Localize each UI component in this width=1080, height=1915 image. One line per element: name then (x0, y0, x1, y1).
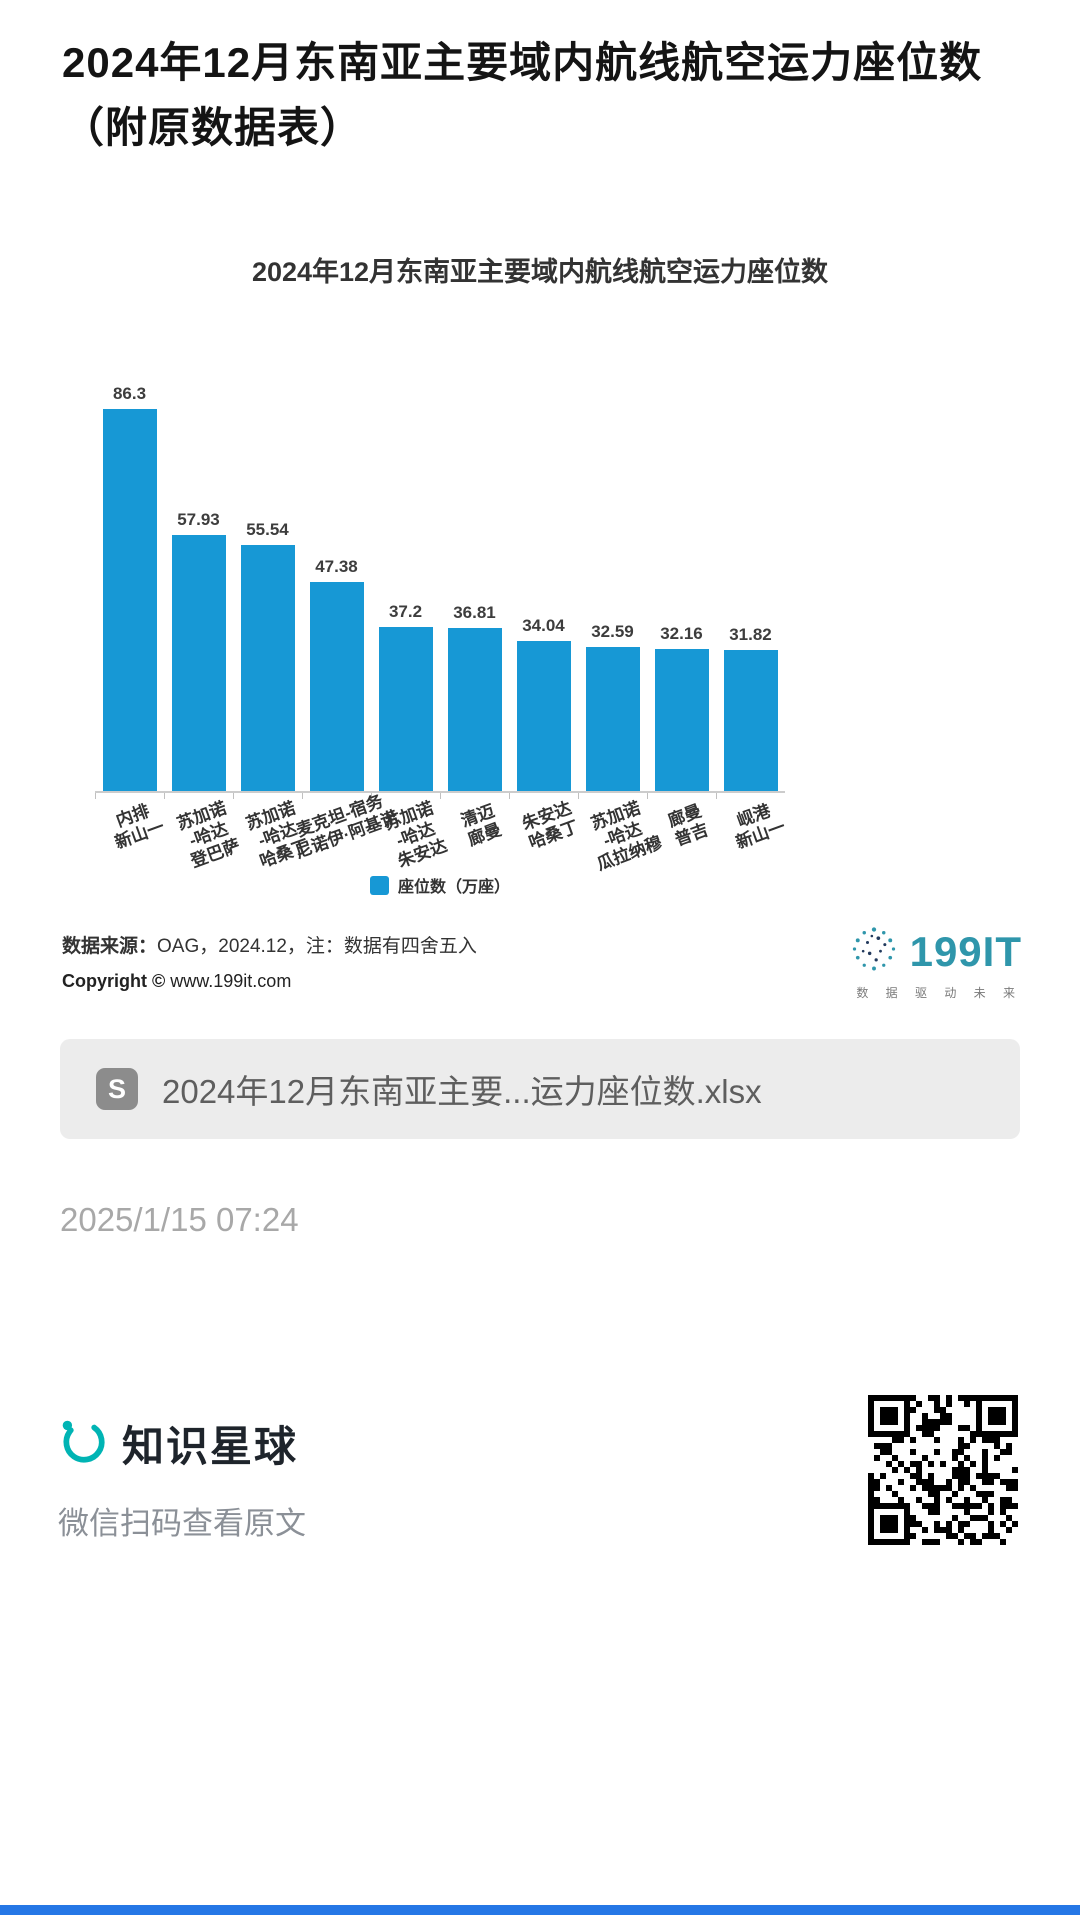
bar-group: 37.2 (371, 602, 440, 792)
bar (585, 647, 640, 792)
category-row: 内排 新山一 苏加诺 -哈达 登巴萨 苏加诺 -哈达 哈桑丁 麦克坦-宿务 尼诺伊·阿基诺 苏加诺 -… (95, 792, 787, 875)
bar-category-label: 苏加诺 -哈达 瓜拉纳穆 (588, 798, 665, 875)
copyright-label: Copyright © (62, 971, 166, 992)
bar-group: 55.54 (233, 520, 302, 792)
bar-category-label: 清迈 廊曼 (458, 801, 504, 850)
bar (447, 628, 502, 792)
scan-caption: 微信扫码查看原文 (58, 1506, 306, 1542)
bar (723, 650, 778, 792)
footer-brand-block: 知识星球 微信扫码查看原文 (58, 1413, 306, 1543)
attachment-card[interactable]: S 2024年12月东南亚主要...运力座位数.xlsx (60, 1039, 1020, 1140)
bar-value-label: 55.54 (246, 520, 289, 540)
bar (240, 545, 295, 792)
bar-value-label: 34.04 (522, 616, 565, 636)
dotted-globe-icon (848, 923, 900, 980)
bar-category-label: 苏加诺 -哈达 朱安达 (381, 798, 450, 872)
chart-title: 2024年12月东南亚主要域内航线航空运力座位数 (251, 257, 829, 288)
bar (309, 582, 364, 792)
bar-group: 36.81 (440, 603, 509, 792)
data-source-value: OAG，2024.12，注：数据有四舍五入 (157, 936, 477, 958)
bar-value-label: 37.2 (388, 602, 423, 622)
source-row: 数据来源：OAG，2024.12，注：数据有四舍五入 Copyright © w… (62, 927, 1022, 1001)
x-axis-ticks (95, 793, 785, 800)
bar (171, 535, 226, 792)
data-source-label: 数据来源： (62, 936, 158, 958)
data-source-line: 数据来源：OAG，2024.12，注：数据有四舍五入 (62, 931, 477, 958)
bar-group: 34.04 (509, 616, 578, 792)
199it-logo-top: 199IT (848, 923, 1022, 980)
footer: 知识星球 微信扫码查看原文 (58, 1389, 1024, 1552)
plot-wrap: 86.3 57.93 55.54 47.38 37.2 36.81 34.04 32.59 32… (95, 373, 788, 875)
bar-category-label: 内排 新山一 (112, 801, 167, 853)
bar-value-label: 57.93 (177, 510, 220, 530)
bar-plot: 86.3 57.93 55.54 47.38 37.2 36.81 34.04 32.59 32… (95, 373, 785, 794)
bar-group: 31.82 (716, 625, 785, 792)
brand-row: 知识星球 (58, 1413, 306, 1474)
bar-group: 57.93 (164, 510, 233, 792)
page-title: 2024年12月东南亚主要域内航线航空运力座位数（附原数据表） (62, 39, 983, 152)
bar-value-label: 32.59 (591, 622, 634, 642)
bar-group: 32.59 (578, 622, 647, 792)
bar-category-label: 朱安达 哈桑丁 (519, 798, 581, 853)
copyright-url: www.199it.com (165, 971, 292, 992)
spreadsheet-file-icon: S (96, 1068, 138, 1111)
post-timestamp: 2025/1/15 07:24 (60, 1201, 299, 1239)
199it-tagline: 数 据 驱 动 未 来 (856, 986, 1022, 1001)
bottom-accent-bar (0, 1905, 1080, 1915)
199it-logo-text: 199IT (909, 927, 1022, 975)
chart-legend: 座位数（万座） (95, 873, 785, 897)
bar-value-label: 31.82 (729, 625, 772, 645)
legend-swatch-icon (369, 875, 389, 895)
bar-group: 47.38 (302, 557, 371, 792)
attachment-filename: 2024年12月东南亚主要...运力座位数.xlsx (162, 1073, 762, 1111)
bar-group: 86.3 (95, 384, 164, 792)
copyright-line: Copyright © www.199it.com (62, 971, 477, 992)
bar-category-label: 麦克坦-宿务 尼诺伊·阿基诺 (292, 791, 401, 863)
bar-value-label: 32.16 (660, 624, 703, 644)
bar-group: 32.16 (647, 624, 716, 792)
chart: 2024年12月东南亚主要域内航线航空运力座位数 86.3 57.93 55.54 4… (0, 250, 1080, 897)
bar-category-label: 苏加诺 -哈达 登巴萨 (174, 798, 243, 872)
bar (654, 649, 709, 792)
199it-logo: 199IT 数 据 驱 动 未 来 (848, 923, 1022, 1001)
source-text: 数据来源：OAG，2024.12，注：数据有四舍五入 Copyright © w… (62, 931, 477, 992)
bar-value-label: 47.38 (315, 557, 358, 577)
zsxq-planet-icon (58, 1416, 108, 1471)
qr-code (862, 1389, 1024, 1552)
bar-value-label: 36.81 (453, 603, 496, 623)
legend-label: 座位数（万座） (397, 879, 510, 897)
bar-category-label: 岘港 新山一 (733, 801, 788, 853)
bar (516, 641, 571, 792)
bar-category-label: 廊曼 普吉 (665, 801, 711, 850)
bar (378, 627, 433, 792)
bar (102, 409, 157, 792)
bar-value-label: 86.3 (112, 384, 147, 404)
brand-name: 知识星球 (122, 1423, 299, 1471)
